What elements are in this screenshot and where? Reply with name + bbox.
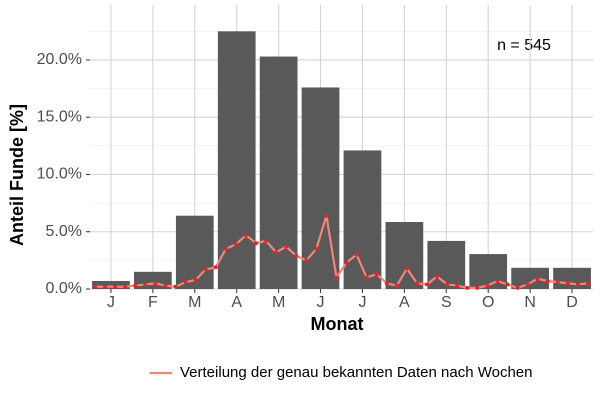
bar [259, 56, 298, 289]
line-point [394, 283, 399, 288]
bar [217, 31, 256, 289]
line-point [435, 274, 440, 279]
x-tick-label: N [524, 294, 536, 311]
line-point [445, 282, 450, 287]
line-point [314, 246, 319, 251]
line-point [173, 284, 178, 289]
line-point [374, 272, 379, 277]
line-point [103, 284, 108, 289]
line-point [223, 246, 228, 251]
x-tick-label: F [148, 294, 158, 311]
line-point [113, 284, 118, 289]
x-tick-label: M [188, 294, 201, 311]
line-point [253, 241, 258, 246]
bar [553, 267, 591, 289]
line-point [485, 283, 490, 288]
legend-label: Verteilung der genau bekannten Daten nac… [180, 364, 533, 381]
line-point [425, 282, 430, 287]
line-point [324, 213, 329, 218]
line-point [555, 280, 560, 285]
line-point [183, 280, 188, 285]
line-point [153, 281, 158, 286]
line-point [455, 283, 460, 288]
line-point [264, 238, 269, 243]
annotation: n = 545 [497, 37, 551, 54]
y-tick-label: 20.0% [37, 51, 82, 68]
line-point [123, 284, 128, 289]
line-point [193, 277, 198, 282]
y-tick-label: 0.0% [46, 280, 82, 297]
line-point [163, 283, 168, 288]
line-point [243, 233, 248, 238]
x-tick-label: J [358, 294, 366, 311]
line-point [475, 285, 480, 290]
x-axis-title: Monat [311, 314, 364, 334]
x-tick-label: M [272, 294, 285, 311]
line-point [465, 285, 470, 290]
line-point [384, 281, 389, 286]
y-tick-label: 10.0% [37, 166, 82, 183]
line-point [233, 242, 238, 247]
line-point [585, 281, 590, 286]
x-tick-label: J [107, 294, 115, 311]
line-point [143, 282, 148, 287]
line-point [93, 284, 98, 289]
line-point [304, 258, 309, 263]
x-tick-label: J [317, 294, 325, 311]
line-point [274, 250, 279, 255]
bar [175, 215, 214, 289]
y-tick-label: 15.0% [37, 108, 82, 125]
line-point [525, 282, 530, 287]
bar [511, 267, 549, 289]
x-tick-label: A [231, 294, 242, 311]
bar [92, 280, 130, 289]
line-point [575, 282, 580, 287]
y-axis-title: Anteil Funde [%] [7, 104, 27, 246]
line-point [364, 275, 369, 280]
line-point [515, 285, 520, 290]
y-tick-label: 5.0% [46, 223, 82, 240]
line-point [213, 265, 218, 270]
line-point [334, 275, 339, 280]
line-point [133, 283, 138, 288]
line-point [203, 267, 208, 272]
x-tick-label: S [441, 294, 452, 311]
line-point [505, 282, 510, 287]
x-tick-label: O [482, 294, 494, 311]
line-point [565, 281, 570, 286]
line-point [344, 260, 349, 265]
x-tick-label: D [566, 294, 578, 311]
line-point [495, 278, 500, 283]
bar [427, 240, 466, 289]
line-point [545, 278, 550, 283]
line-point [284, 244, 289, 249]
line-point [294, 253, 299, 258]
line-point [354, 252, 359, 257]
line-point [414, 281, 419, 286]
x-tick-label: A [399, 294, 410, 311]
bar [385, 222, 424, 289]
line-point [404, 266, 409, 271]
line-point [535, 276, 540, 281]
